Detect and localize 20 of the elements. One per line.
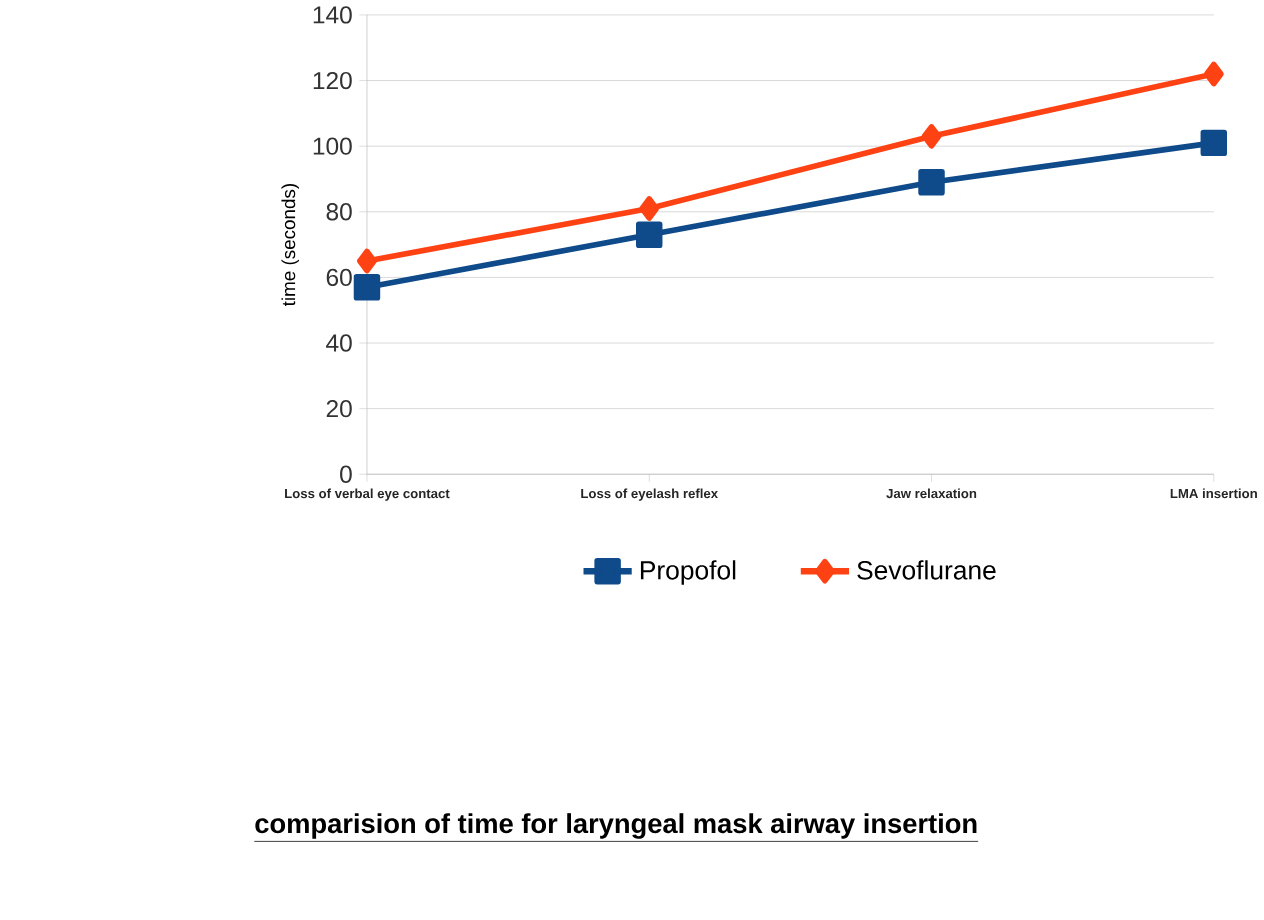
point [1203,61,1224,87]
y-tick-label: 40 [326,334,352,352]
y-tick-label: 20 [326,399,352,418]
point [353,273,381,301]
y-tick-label: 100 [313,137,352,155]
y-tick-label: 120 [313,71,352,89]
text: comparision of time for laryngeal mask airway insertion [255,812,977,839]
y-axis-title: time (seconds) [281,183,299,306]
point [921,123,942,149]
point [918,168,945,196]
y-tick-label: 0 [340,465,352,483]
legend-label: Sevoflurane [857,560,996,580]
point [357,248,377,274]
legend-label: Propofol [640,560,736,585]
point [636,221,663,248]
y-tick-label: 140 [313,6,352,24]
y-tick-label: 80 [326,202,352,221]
point [639,196,660,221]
y-tick-label: 60 [326,268,352,286]
point [1200,129,1228,156]
